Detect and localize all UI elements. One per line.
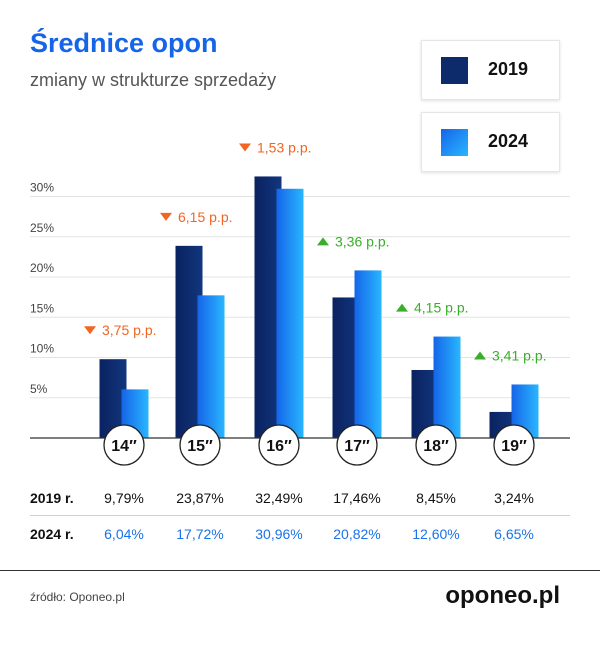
chart-title: Średnice opon [30, 28, 218, 58]
table-cell: 3,24% [494, 490, 534, 506]
table-cell: 12,60% [412, 526, 460, 542]
change-label: 3,75 p.p. [102, 322, 157, 338]
bar-2024-3 [354, 270, 382, 438]
bar-chart: 5% 10% 15% 20% 25% 30% 14″ 15″ 16″ 17″ 18″ 19″ 3,7… [30, 139, 570, 466]
arrow-down-icon [239, 143, 251, 152]
y-tick-label: 25% [30, 221, 54, 235]
y-tick-label: 5% [30, 382, 48, 396]
source-text: źródło: Oponeo.pl [30, 590, 125, 604]
category-circle [103, 424, 145, 466]
brand-logo: oponeo.pl [445, 582, 560, 609]
table-cell: 17,72% [176, 526, 224, 542]
row-label-0: 2019 r. [30, 490, 74, 506]
table-cell: 8,45% [416, 490, 456, 506]
legend-item-2019: 2019 [421, 40, 560, 100]
y-tick-label: 30% [30, 181, 54, 195]
table-cell: 6,65% [494, 526, 534, 542]
category-label: 14″ [111, 438, 137, 455]
table-cell: 9,79% [104, 490, 144, 506]
arrow-down-icon [84, 326, 96, 335]
category-circle [258, 424, 300, 466]
y-tick-label: 20% [30, 261, 54, 275]
category-label: 19″ [501, 438, 527, 455]
category-label: 17″ [344, 438, 370, 455]
arrow-down-icon [160, 212, 172, 221]
table-cell: 20,82% [333, 526, 381, 542]
legend-label-2019: 2019 [488, 59, 529, 79]
legend-label-2024: 2024 [488, 131, 529, 151]
y-tick-label: 10% [30, 342, 54, 356]
table-row-divider [30, 515, 570, 516]
row-label-1: 2024 r. [30, 526, 74, 542]
change-label: 4,15 p.p. [414, 300, 469, 316]
change-label: 3,41 p.p. [492, 347, 547, 363]
category-circle [336, 424, 378, 466]
change-label: 1,53 p.p. [257, 139, 312, 155]
change-label: 3,36 p.p. [335, 233, 390, 249]
category-label: 18″ [423, 438, 449, 455]
arrow-up-icon [317, 237, 329, 246]
bar-2024-2 [276, 188, 304, 438]
footer-divider [0, 570, 600, 571]
table-cell: 30,96% [255, 526, 303, 542]
category-circle [179, 424, 221, 466]
category-circle [415, 424, 457, 466]
arrow-up-icon [396, 303, 408, 312]
category-label: 15″ [187, 438, 213, 455]
table-cell: 23,87% [176, 490, 224, 506]
table-cell: 17,46% [333, 490, 381, 506]
table-cell: 6,04% [104, 526, 144, 542]
arrow-up-icon [474, 351, 486, 360]
category-label: 16″ [266, 438, 292, 455]
change-label: 6,15 p.p. [178, 209, 233, 225]
chart-subtitle: zmiany w strukturze sprzedaży [30, 70, 277, 90]
legend-swatch-2024 [441, 129, 468, 156]
y-tick-label: 15% [30, 301, 54, 315]
category-circle [493, 424, 535, 466]
bar-2024-4 [433, 336, 461, 438]
bar-2024-1 [197, 295, 225, 438]
table-cell: 32,49% [255, 490, 303, 506]
legend-swatch-2019 [441, 57, 468, 84]
legend-item-2024: 2024 [421, 112, 560, 172]
